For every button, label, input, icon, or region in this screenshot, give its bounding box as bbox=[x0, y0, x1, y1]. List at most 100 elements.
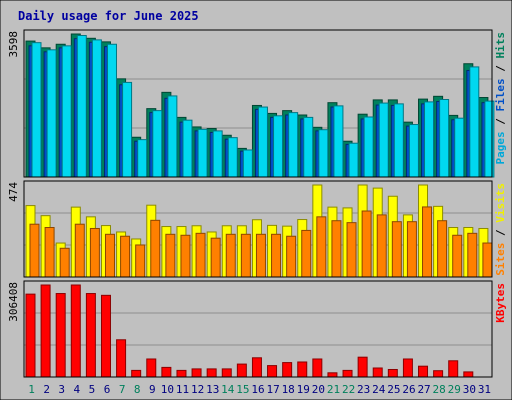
panel-kbytes: 306408 KBytes bbox=[7, 280, 507, 378]
y-max-label: 3598 bbox=[7, 31, 20, 58]
x-tick-label: 31 bbox=[478, 383, 491, 396]
bar-sites-day-7 bbox=[120, 235, 131, 278]
bar-kbytes-day-26 bbox=[402, 358, 413, 378]
bar-pages-day-18 bbox=[288, 112, 299, 178]
chart-panels: 3598 Pages / Files / Hits 474 Sites / Visit… bbox=[7, 29, 507, 378]
bar-kbytes-day-6 bbox=[100, 294, 111, 378]
x-tick-label: 29 bbox=[448, 383, 461, 396]
bar-sites-day-31 bbox=[482, 242, 493, 278]
bar-sites-day-18 bbox=[286, 235, 297, 278]
bar-kbytes-day-15 bbox=[236, 363, 247, 378]
panel-visits-sites: 474 Sites / Visits bbox=[7, 180, 507, 278]
x-tick-label: 27 bbox=[417, 383, 430, 396]
bar-sites-day-27 bbox=[422, 206, 433, 278]
bar-pages-day-29 bbox=[454, 117, 465, 178]
bar-sites-day-1 bbox=[29, 223, 40, 278]
bar-pages-day-31 bbox=[484, 100, 495, 178]
legend-entry: Files bbox=[494, 78, 507, 111]
bar-sites-day-11 bbox=[180, 234, 191, 278]
y-max-label: 306408 bbox=[7, 282, 20, 322]
chart-title: Daily usage for June 2025 bbox=[18, 9, 199, 23]
x-axis: 1 2 3 4 5 6 7 8 9 10 11 12 13 14 15 16 17 18 19 20 21 22 23 24 2… bbox=[28, 383, 491, 396]
bar-kbytes-day-10 bbox=[161, 366, 172, 378]
x-tick-label: 21 bbox=[327, 383, 340, 396]
panel-frame bbox=[23, 29, 493, 178]
bar-pages-day-26 bbox=[408, 124, 419, 178]
legend-entry: / bbox=[494, 223, 507, 243]
bar-kbytes-day-27 bbox=[418, 365, 429, 378]
bar-kbytes-day-8 bbox=[131, 369, 142, 378]
x-tick-label: 4 bbox=[74, 383, 81, 396]
bar-pages-day-2 bbox=[46, 49, 57, 178]
bar-kbytes-day-17 bbox=[267, 365, 278, 378]
legend-entry: / bbox=[494, 112, 507, 132]
bar-kbytes-day-22 bbox=[342, 369, 353, 378]
legend: Sites / Visits bbox=[494, 183, 507, 276]
bar-pages-day-19 bbox=[303, 116, 314, 178]
bar-kbytes-day-9 bbox=[146, 358, 157, 378]
bar-pages-day-30 bbox=[469, 66, 480, 178]
bar-pages-day-21 bbox=[333, 105, 344, 178]
bar-kbytes-day-19 bbox=[297, 361, 308, 378]
bar-sites-day-22 bbox=[346, 222, 357, 278]
x-tick-label: 3 bbox=[58, 383, 65, 396]
bar-sites-day-23 bbox=[361, 210, 372, 278]
bar-sites-day-24 bbox=[376, 214, 387, 278]
legend-entry: KBytes bbox=[494, 283, 507, 323]
bar-kbytes-day-3 bbox=[55, 293, 66, 378]
x-tick-label: 11 bbox=[176, 383, 189, 396]
bar-pages-day-22 bbox=[348, 142, 359, 178]
bar-sites-day-14 bbox=[225, 233, 236, 278]
bar-kbytes-day-16 bbox=[251, 357, 262, 378]
legend-entry: Hits bbox=[494, 32, 507, 59]
panel-hits-files-pages: 3598 Pages / Files / Hits bbox=[7, 29, 507, 178]
y-max-label: 474 bbox=[7, 182, 20, 202]
x-tick-label: 28 bbox=[433, 383, 446, 396]
bar-pages-day-27 bbox=[424, 101, 435, 178]
bar-kbytes-day-24 bbox=[372, 367, 383, 378]
bar-pages-day-11 bbox=[182, 119, 193, 178]
bar-kbytes-day-18 bbox=[282, 362, 293, 378]
bar-kbytes-day-11 bbox=[176, 369, 187, 378]
x-tick-label: 6 bbox=[104, 383, 111, 396]
bar-sites-day-5 bbox=[89, 227, 100, 278]
x-tick-label: 2 bbox=[43, 383, 50, 396]
x-tick-label: 26 bbox=[402, 383, 415, 396]
x-tick-label: 14 bbox=[221, 383, 235, 396]
bar-sites-day-26 bbox=[406, 221, 417, 278]
x-tick-label: 5 bbox=[89, 383, 96, 396]
bar-pages-day-8 bbox=[137, 139, 148, 178]
bar-pages-day-24 bbox=[378, 102, 389, 178]
bar-sites-day-15 bbox=[240, 233, 251, 278]
bar-sites-day-19 bbox=[301, 229, 312, 278]
x-tick-label: 13 bbox=[206, 383, 219, 396]
bar-kbytes-day-30 bbox=[463, 371, 474, 378]
bar-kbytes-day-14 bbox=[221, 368, 232, 378]
bar-kbytes-day-20 bbox=[312, 358, 323, 378]
bar-sites-day-4 bbox=[74, 223, 85, 278]
bar-sites-day-6 bbox=[104, 233, 115, 278]
bar-pages-day-15 bbox=[242, 149, 253, 178]
bar-pages-day-28 bbox=[439, 98, 450, 178]
bar-pages-day-16 bbox=[257, 106, 268, 178]
bar-pages-day-17 bbox=[273, 115, 284, 178]
legend-entry: Visits bbox=[494, 183, 507, 223]
x-tick-label: 12 bbox=[191, 383, 204, 396]
x-tick-label: 24 bbox=[372, 383, 386, 396]
legend: KBytes bbox=[494, 283, 507, 323]
panel-frame bbox=[23, 280, 493, 378]
bar-sites-day-30 bbox=[467, 232, 478, 278]
legend: Pages / Files / Hits bbox=[494, 32, 507, 165]
bar-pages-day-12 bbox=[197, 128, 208, 178]
x-tick-label: 1 bbox=[28, 383, 35, 396]
bar-pages-day-3 bbox=[61, 45, 72, 178]
bar-sites-day-29 bbox=[452, 234, 463, 278]
bar-pages-day-13 bbox=[212, 130, 223, 178]
bar-kbytes-day-5 bbox=[85, 293, 96, 378]
x-tick-label: 9 bbox=[149, 383, 156, 396]
bar-kbytes-day-21 bbox=[327, 372, 338, 378]
bar-sites-day-28 bbox=[437, 220, 448, 278]
bar-pages-day-14 bbox=[227, 137, 238, 178]
x-tick-label: 20 bbox=[312, 383, 325, 396]
